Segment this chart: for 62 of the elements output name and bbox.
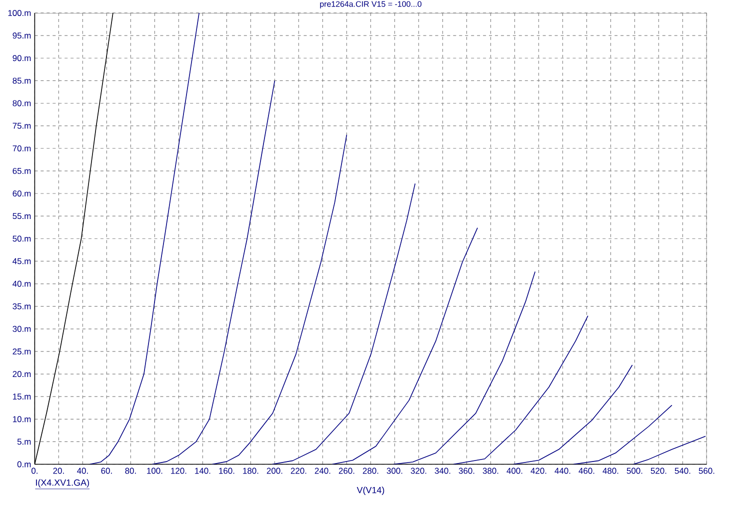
line-series	[453, 315, 588, 464]
x-tick-label: 80.	[125, 468, 136, 474]
y-tick-label: 55.m	[12, 213, 31, 220]
x-tick-label: 40.	[77, 468, 88, 474]
x-tick-label: 240.	[314, 468, 330, 474]
x-tick-label: 260.	[338, 468, 354, 474]
y-tick-label: 45.m	[12, 258, 31, 264]
x-tick-label: 300.	[386, 468, 402, 474]
line-series	[212, 134, 348, 464]
x-tick-label: 500.	[626, 468, 642, 474]
x-axis-title: V(V14)	[356, 486, 384, 495]
y-tick-label: 0.m	[17, 461, 31, 468]
x-tick-label: 520.	[650, 468, 666, 474]
text: I(X4.XV1.GA)	[36, 479, 89, 488]
x-tick-label: 320.	[410, 468, 426, 474]
y-tick-label: 70.m	[12, 145, 31, 152]
line-series	[90, 12, 200, 464]
line-series	[393, 271, 536, 464]
y-tick-label: 15.m	[13, 394, 31, 400]
y-tick-label: 50.m	[12, 236, 31, 242]
x-tick-label: 480.	[602, 468, 618, 474]
x-tick-label: 60.	[101, 468, 112, 474]
line-series	[573, 404, 672, 464]
y-tick-label: 75.m	[12, 122, 31, 129]
y-tick-label: 90.m	[12, 55, 31, 62]
x-tick-label: 200.	[266, 468, 282, 474]
y-tick-label: 85.m	[12, 78, 31, 84]
x-tick-label: 440.	[554, 468, 570, 474]
y-tick-label: 25.m	[12, 348, 31, 354]
y-tick-label: 80.m	[12, 100, 31, 106]
y-tick-label: 65.m	[12, 168, 31, 174]
y-tick-label: 40.m	[12, 280, 31, 287]
x-tick-label: 280.	[362, 468, 378, 474]
line-series	[633, 436, 706, 464]
x-tick-label: 380.	[482, 468, 498, 474]
y-tick-label: 60.m	[12, 190, 31, 196]
x-tick-label: 160.	[219, 468, 234, 474]
x-tick-label: 560.	[698, 468, 714, 474]
x-tick-label: 100.	[147, 468, 162, 474]
x-tick-label: 220.	[290, 468, 306, 474]
line-series	[152, 80, 276, 464]
x-tick-label: 120.	[171, 468, 186, 474]
x-tick-label: 0.	[32, 468, 38, 474]
y-tick-label: 30.m	[12, 326, 31, 332]
y-tick-label: 5.m	[17, 438, 31, 445]
x-tick-label: 420.	[530, 468, 546, 474]
x-tick-label: 460.	[578, 468, 594, 474]
y-tick-label: 35.m	[12, 303, 31, 310]
x-tick-label: 140.	[195, 468, 210, 474]
x-tick-label: 180.	[243, 468, 258, 474]
x-tick-label: 400.	[506, 468, 522, 474]
y-tick-label: 20.m	[12, 371, 31, 378]
x-tick-label: 20.	[53, 468, 64, 474]
y-tick-label: 100.m	[8, 10, 31, 16]
line-series	[513, 364, 633, 464]
x-tick-label: 360.	[458, 468, 474, 474]
x-tick-label: 340.	[434, 468, 450, 474]
line-series	[272, 183, 416, 464]
x-tick-label: 540.	[674, 468, 690, 474]
line-series	[332, 227, 478, 464]
y-tick-label: 95.m	[12, 32, 31, 39]
y-tick-label: 10.m	[13, 416, 31, 422]
